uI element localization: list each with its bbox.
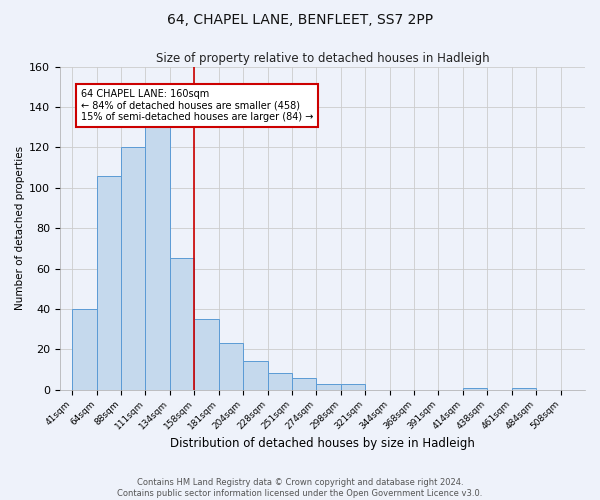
Text: 64, CHAPEL LANE, BENFLEET, SS7 2PP: 64, CHAPEL LANE, BENFLEET, SS7 2PP <box>167 12 433 26</box>
X-axis label: Distribution of detached houses by size in Hadleigh: Distribution of detached houses by size … <box>170 437 475 450</box>
Bar <box>463 388 487 390</box>
Text: 64 CHAPEL LANE: 160sqm
← 84% of detached houses are smaller (458)
15% of semi-de: 64 CHAPEL LANE: 160sqm ← 84% of detached… <box>81 89 313 122</box>
Bar <box>194 319 219 390</box>
Bar <box>316 384 341 390</box>
Bar <box>97 176 121 390</box>
Bar <box>145 127 170 390</box>
Bar <box>341 384 365 390</box>
Bar <box>292 378 316 390</box>
Bar <box>72 309 97 390</box>
Title: Size of property relative to detached houses in Hadleigh: Size of property relative to detached ho… <box>155 52 490 66</box>
Y-axis label: Number of detached properties: Number of detached properties <box>15 146 25 310</box>
Bar <box>512 388 536 390</box>
Bar <box>243 362 268 390</box>
Text: Contains HM Land Registry data © Crown copyright and database right 2024.
Contai: Contains HM Land Registry data © Crown c… <box>118 478 482 498</box>
Bar <box>121 148 145 390</box>
Bar <box>170 258 194 390</box>
Bar <box>219 343 243 390</box>
Bar <box>268 374 292 390</box>
